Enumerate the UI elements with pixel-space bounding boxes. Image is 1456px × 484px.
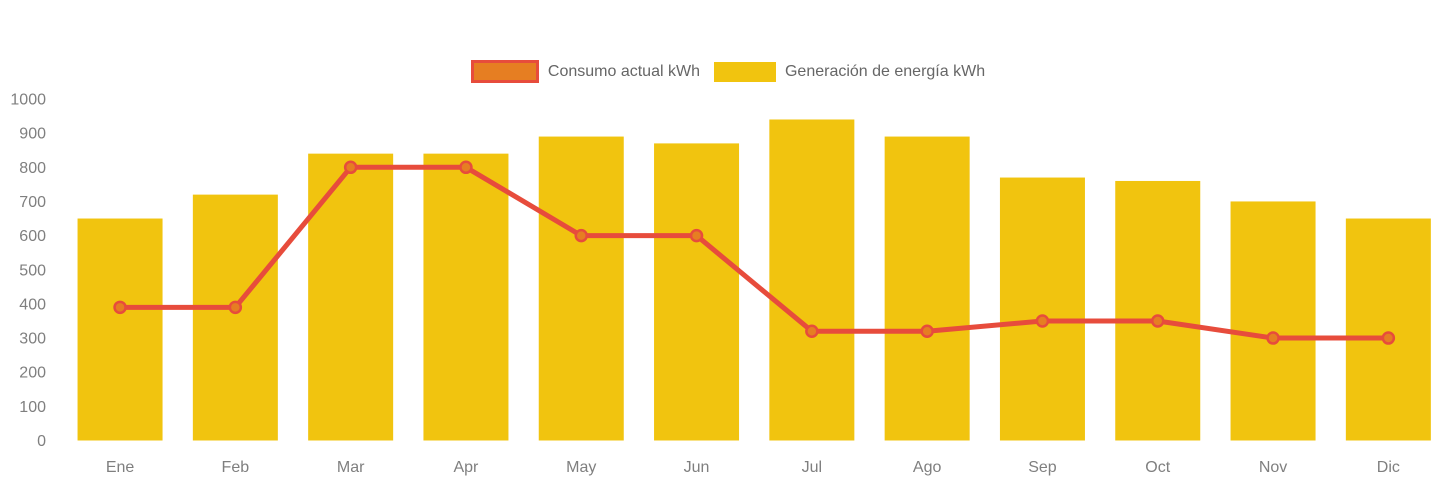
y-axis-tick-label: 1000 [10, 92, 46, 109]
x-axis-label-may: May [566, 459, 596, 476]
bar-may [538, 136, 624, 441]
generacion-legend-swatch [713, 61, 776, 82]
bar-ene [77, 218, 163, 441]
x-axis-label-feb: Feb [222, 459, 250, 476]
bar-oct [1115, 180, 1201, 441]
legend-item-generacion[interactable]: Generación de energía kWh [713, 61, 986, 82]
y-axis-tick-label: 0 [37, 433, 46, 450]
point-sep [1035, 314, 1050, 328]
x-axis-label-apr: Apr [453, 459, 479, 476]
x-axis-label-oct: Oct [1145, 459, 1170, 476]
point-may [574, 228, 588, 243]
y-axis-tick-label: 500 [19, 262, 46, 279]
bar-jul [769, 119, 855, 441]
x-axis-label-ene: Ene [106, 459, 135, 476]
y-axis-tick-label: 800 [19, 160, 46, 177]
chart-legend: Consumo actual kWh Generación de energía… [0, 60, 1456, 83]
y-axis-tick-label: 100 [19, 399, 46, 416]
y-axis-tick-label: 900 [19, 126, 46, 143]
bar-dic [1345, 218, 1431, 441]
bar-ago [884, 136, 970, 441]
bar-feb [192, 194, 278, 441]
y-axis-tick-label: 300 [19, 331, 46, 348]
x-axis-label-mar: Mar [337, 459, 365, 476]
bar-mar [308, 153, 394, 441]
y-axis-tick-label: 400 [19, 296, 46, 313]
x-axis-label-nov: Nov [1259, 459, 1287, 476]
point-mar [343, 160, 358, 175]
bar-apr [423, 153, 509, 441]
point-nov [1266, 331, 1280, 345]
consumo-legend-swatch [470, 60, 539, 83]
x-axis-label-dic: Dic [1377, 459, 1400, 476]
bar-jun [654, 143, 740, 441]
point-oct [1151, 314, 1165, 328]
point-feb [228, 300, 243, 315]
x-axis-label-jun: Jun [684, 459, 710, 476]
consumo-line [117, 164, 1391, 341]
x-axis-label-sep: Sep [1028, 459, 1057, 476]
point-ago [920, 324, 934, 338]
y-axis-tick-label: 700 [19, 194, 46, 211]
x-axis-label-jul: Jul [802, 459, 822, 476]
point-ene [113, 300, 127, 315]
point-dic [1381, 331, 1396, 345]
point-jul [805, 324, 819, 338]
generacion-legend-label: Generación de energía kWh [784, 62, 986, 80]
x-axis-label-ago: Ago [913, 459, 942, 476]
consumo-legend-label: Consumo actual kWh [547, 62, 700, 80]
legend-item-consumo[interactable]: Consumo actual kWh [470, 60, 700, 83]
y-axis-tick-label: 200 [19, 365, 46, 382]
point-apr [459, 160, 473, 175]
bar-sep [999, 177, 1085, 441]
y-axis-tick-label: 600 [19, 228, 46, 245]
point-jun [689, 228, 704, 243]
bar-nov [1230, 201, 1316, 441]
